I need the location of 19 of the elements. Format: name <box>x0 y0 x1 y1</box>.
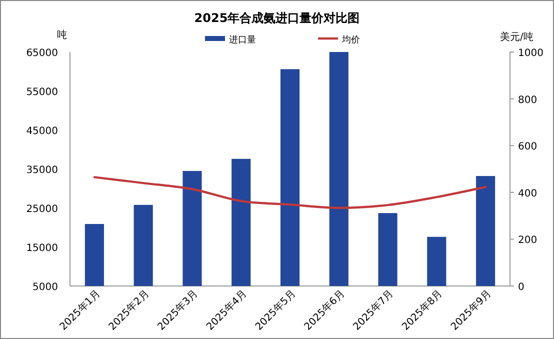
y-axis-title: 吨 <box>57 29 67 41</box>
y-tick-label: 35000 <box>26 165 58 176</box>
y2-tick-label: 600 <box>518 142 538 153</box>
legend-label: 均价 <box>341 34 360 46</box>
y2-tick-label: 400 <box>518 188 538 200</box>
y2-axis-title: 美元/吨 <box>500 31 534 43</box>
y-tick-label: 65000 <box>26 48 58 59</box>
y2-tick-label: 800 <box>518 94 538 106</box>
y2-tick-label: 0 <box>518 282 524 293</box>
legend-label: 进口量 <box>229 34 256 46</box>
y2-tick-label: 200 <box>518 235 538 246</box>
chart-title: 2025年合成氨进口量价对比图 <box>194 11 360 25</box>
y-tick-label: 25000 <box>26 204 58 215</box>
y-tick-label: 55000 <box>26 87 58 98</box>
y-tick-label: 15000 <box>26 243 58 254</box>
y2-tick-label: 1000 <box>518 48 544 59</box>
y-tick-label: 45000 <box>26 126 58 137</box>
line-series <box>93 176 487 209</box>
y-tick-label: 5000 <box>32 282 58 293</box>
